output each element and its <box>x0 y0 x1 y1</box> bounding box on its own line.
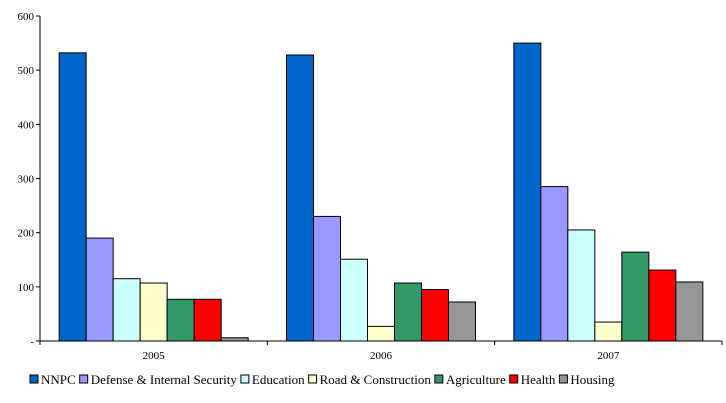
bar <box>139 282 168 342</box>
y-tick-label: 200 <box>18 228 35 240</box>
y-tick-label: 600 <box>18 11 35 23</box>
x-tick-label: 2006 <box>370 350 393 362</box>
bar <box>621 251 650 342</box>
bar <box>367 325 395 342</box>
legend-swatch <box>509 374 519 384</box>
legend-swatch <box>558 374 568 384</box>
legend-swatch <box>240 374 250 384</box>
y-tick-label: 500 <box>18 65 35 77</box>
y-tick-label: 100 <box>18 282 35 294</box>
bar <box>394 282 422 342</box>
bar <box>540 186 569 342</box>
legend-swatch <box>434 374 444 384</box>
bar <box>421 289 449 342</box>
bar <box>166 298 195 342</box>
bar <box>193 298 222 342</box>
bar <box>448 301 476 342</box>
bar <box>648 269 677 342</box>
bar <box>675 281 704 342</box>
legend-label: Defense & Internal Security <box>91 372 238 387</box>
legend-label: Agriculture <box>446 372 506 387</box>
y-tick-label: 400 <box>18 119 35 131</box>
legend-label: NNPC <box>41 372 76 387</box>
bar <box>220 337 249 342</box>
bar <box>286 54 314 342</box>
legend-label: Health <box>521 372 556 387</box>
x-tick-label: 2007 <box>597 350 620 362</box>
bar <box>594 321 623 342</box>
legend-swatch <box>308 374 318 384</box>
y-tick-label: - <box>30 336 34 348</box>
legend-label: Education <box>252 372 305 387</box>
bar <box>58 52 87 342</box>
legend-label: Housing <box>570 372 615 387</box>
legend-swatch <box>29 374 39 384</box>
bar <box>340 258 368 342</box>
legend-swatch <box>79 374 89 384</box>
bar <box>567 229 596 342</box>
bar <box>85 237 114 342</box>
x-tick-label: 2005 <box>143 350 166 362</box>
legend: NNPC Defense & Internal Security Education… <box>29 372 615 387</box>
bars <box>58 42 704 342</box>
bar <box>513 42 542 342</box>
legend-label: Road & Construction <box>320 372 432 387</box>
bar <box>313 215 341 342</box>
bar <box>112 278 141 342</box>
y-tick-label: 300 <box>18 174 35 186</box>
